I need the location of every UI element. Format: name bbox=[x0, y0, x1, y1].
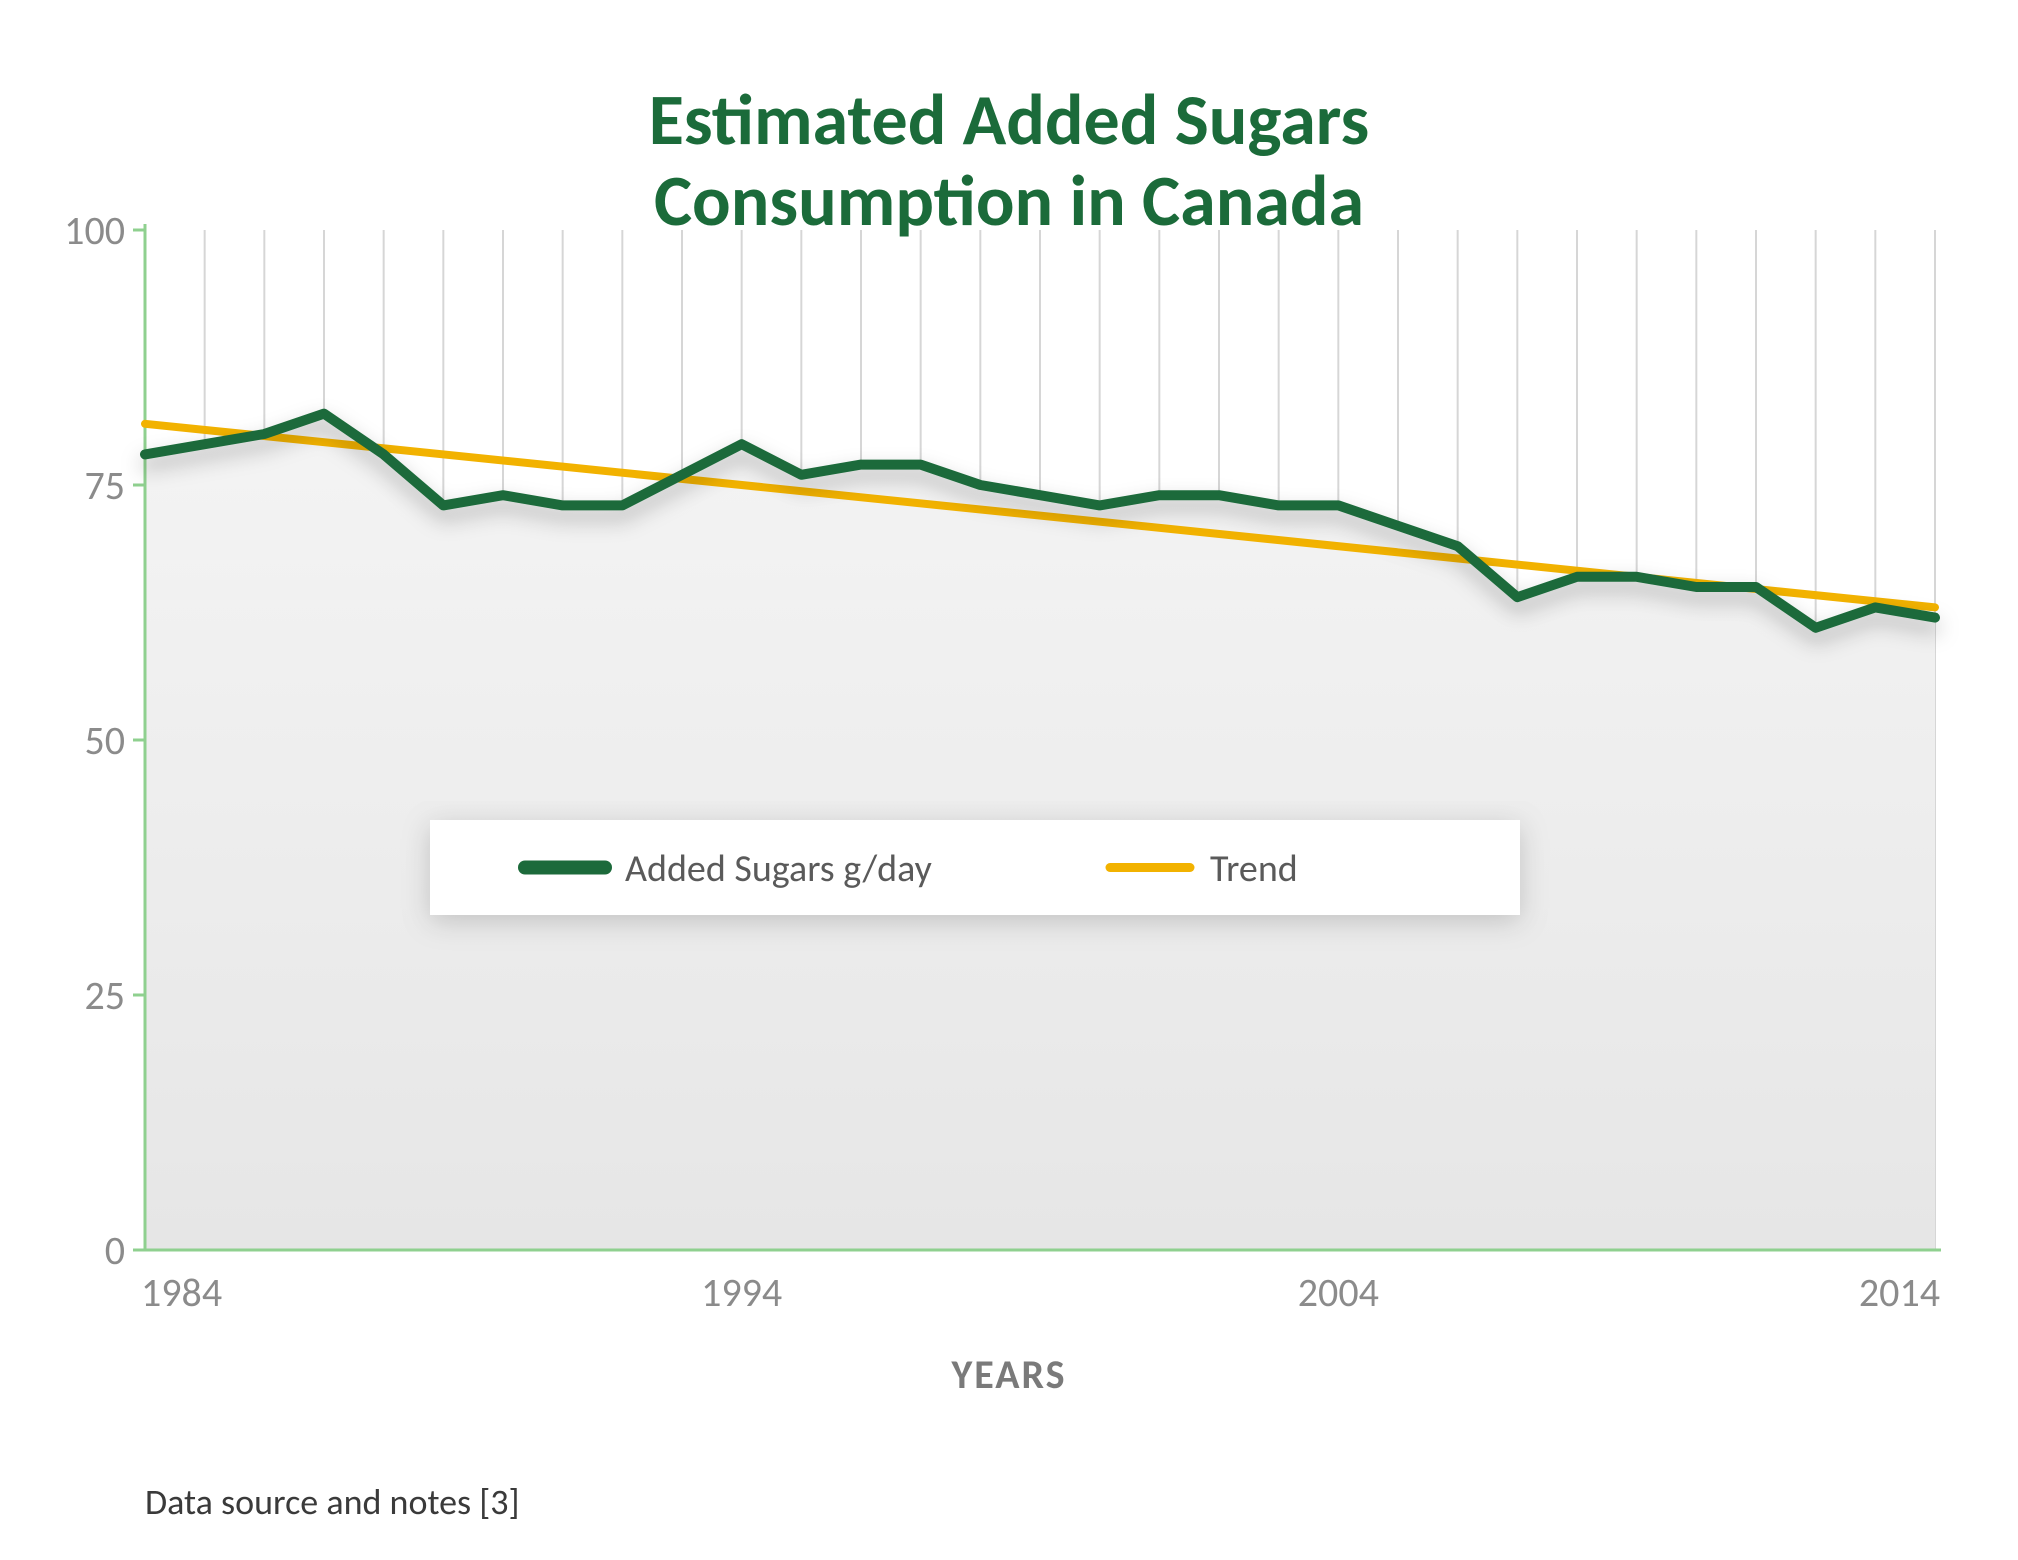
chart-container: Estimated Added Sugars Consumption in Ca… bbox=[0, 0, 2018, 1560]
y-tick-label: 50 bbox=[84, 716, 125, 765]
legend-label-trend: Trend bbox=[1210, 846, 1298, 892]
y-tick-label: 0 bbox=[105, 1226, 125, 1275]
footer-note: Data source and notes [3] bbox=[145, 1480, 520, 1524]
x-tick-label: 1984 bbox=[141, 1268, 222, 1317]
x-tick-label: 2014 bbox=[1840, 1268, 1940, 1317]
y-tick-label: 75 bbox=[84, 461, 125, 510]
x-tick-label: 2004 bbox=[1288, 1268, 1388, 1317]
chart-title: Estimated Added Sugars Consumption in Ca… bbox=[0, 80, 2018, 241]
y-tick-label: 25 bbox=[84, 971, 125, 1020]
legend-label-series: Added Sugars g/day bbox=[625, 846, 932, 892]
title-line-1: Estimated Added Sugars bbox=[649, 76, 1370, 164]
y-axis-ticks bbox=[133, 230, 145, 1250]
x-tick-label: 1994 bbox=[692, 1268, 792, 1317]
x-axis-label: YEARS bbox=[0, 1350, 2018, 1399]
title-line-2: Consumption in Canada bbox=[654, 157, 1364, 245]
legend: Added Sugars g/day Trend bbox=[430, 820, 1520, 915]
